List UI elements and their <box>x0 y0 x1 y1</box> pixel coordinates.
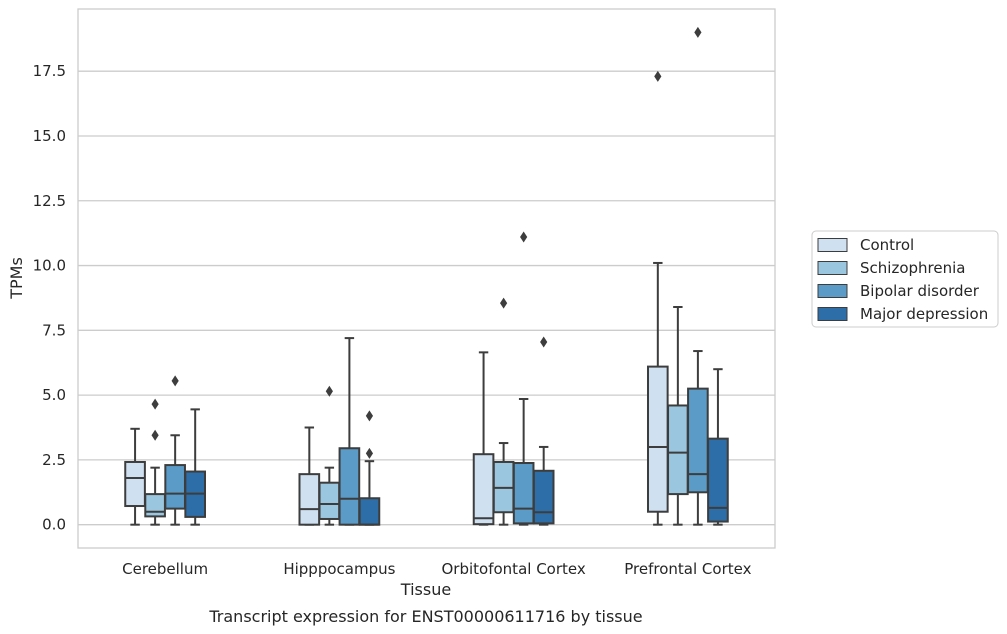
outlier-point <box>365 410 374 422</box>
box-major-depression-orbitofontal-cortex <box>532 336 555 526</box>
outlier-point <box>500 297 508 309</box>
box-groups <box>124 26 729 526</box>
x-axis-title: Tissue <box>400 580 451 599</box>
outlier-point <box>151 398 159 410</box>
outlier-point <box>540 336 548 348</box>
box-major-depression-hipppocampus <box>358 410 381 526</box>
box-body <box>338 447 361 526</box>
box-body <box>124 460 146 508</box>
box-major-depression-cerebellum <box>184 408 207 526</box>
box-bipolar-disorder-orbitofontal-cortex <box>512 231 535 526</box>
legend-swatch <box>817 307 848 321</box>
outlier-point <box>365 447 374 459</box>
box-major-depression-prefrontal-cortex <box>707 368 729 526</box>
box-bipolar-disorder-prefrontal-cortex <box>687 26 709 526</box>
outlier-point <box>654 70 662 82</box>
legend-frame <box>811 230 999 328</box>
legend-item-bipolar-disorder: Bipolar disorder <box>817 282 980 300</box>
box-body <box>298 473 321 526</box>
figure-caption: Transcript expression for ENST0000061171… <box>208 607 642 626</box>
box-bipolar-disorder-hipppocampus <box>338 337 361 526</box>
box-body <box>512 462 535 525</box>
legend-label: Schizophrenia <box>860 259 965 277</box>
box-schizophrenia-cerebellum <box>144 398 166 526</box>
box-body <box>164 464 186 510</box>
legend-label: Control <box>860 236 914 254</box>
y-tick-label: 10.0 <box>33 257 66 275</box>
legend-swatch <box>817 284 848 298</box>
legend-swatch <box>817 261 848 275</box>
x-tick-label-prefrontal-cortex: Prefrontal Cortex <box>624 560 751 578</box>
box-body <box>144 493 166 518</box>
outlier-point <box>694 26 702 38</box>
box-body <box>472 453 495 526</box>
y-tick-label: 2.5 <box>42 451 66 469</box>
box-body <box>646 365 669 513</box>
box-body <box>707 437 729 523</box>
y-axis-title: TPMs <box>7 257 26 300</box>
x-tick-label-cerebellum: Cerebellum <box>122 560 208 578</box>
box-body <box>532 469 555 525</box>
x-tick-label-hipppocampus: Hipppocampus <box>283 560 395 578</box>
x-tick-label-orbitofontal-cortex: Orbitofontal Cortex <box>442 560 586 578</box>
plot-frame <box>77 8 776 549</box>
box-control-hipppocampus <box>298 426 321 526</box>
y-tick-label: 15.0 <box>33 127 66 145</box>
y-tick-label: 0.0 <box>42 516 66 534</box>
legend-item-major-depression: Major depression <box>817 305 988 323</box>
box-body <box>687 387 709 494</box>
outlier-point <box>325 385 333 397</box>
legend-item-schizophrenia: Schizophrenia <box>817 259 965 277</box>
legend: Control Schizophrenia Bipolar disorder Majo… <box>811 230 999 328</box>
legend-swatch <box>817 238 848 252</box>
box-body <box>667 404 689 496</box>
legend-label: Major depression <box>860 305 988 323</box>
box-control-cerebellum <box>124 427 146 526</box>
y-tick-label: 12.5 <box>33 192 66 210</box>
outlier-point <box>520 231 528 243</box>
legend-label: Bipolar disorder <box>860 282 980 300</box>
legend-item-control: Control <box>817 236 914 254</box>
y-tick-label: 17.5 <box>33 62 66 80</box>
y-tick-labels: 0.0 2.5 5.0 7.5 10.0 12.5 15.0 17.5 <box>33 62 66 533</box>
box-control-orbitofontal-cortex <box>472 351 495 526</box>
outlier-point <box>171 375 179 387</box>
x-tick-labels: Cerebellum Hipppocampus Orbitofontal Corte… <box>122 560 751 578</box>
box-body <box>318 481 341 520</box>
y-tick-label: 5.0 <box>42 386 66 404</box>
outlier-point <box>151 429 159 441</box>
box-schizophrenia-prefrontal-cortex <box>667 306 689 526</box>
y-tick-label: 7.5 <box>42 321 66 339</box>
box-body <box>358 497 381 526</box>
